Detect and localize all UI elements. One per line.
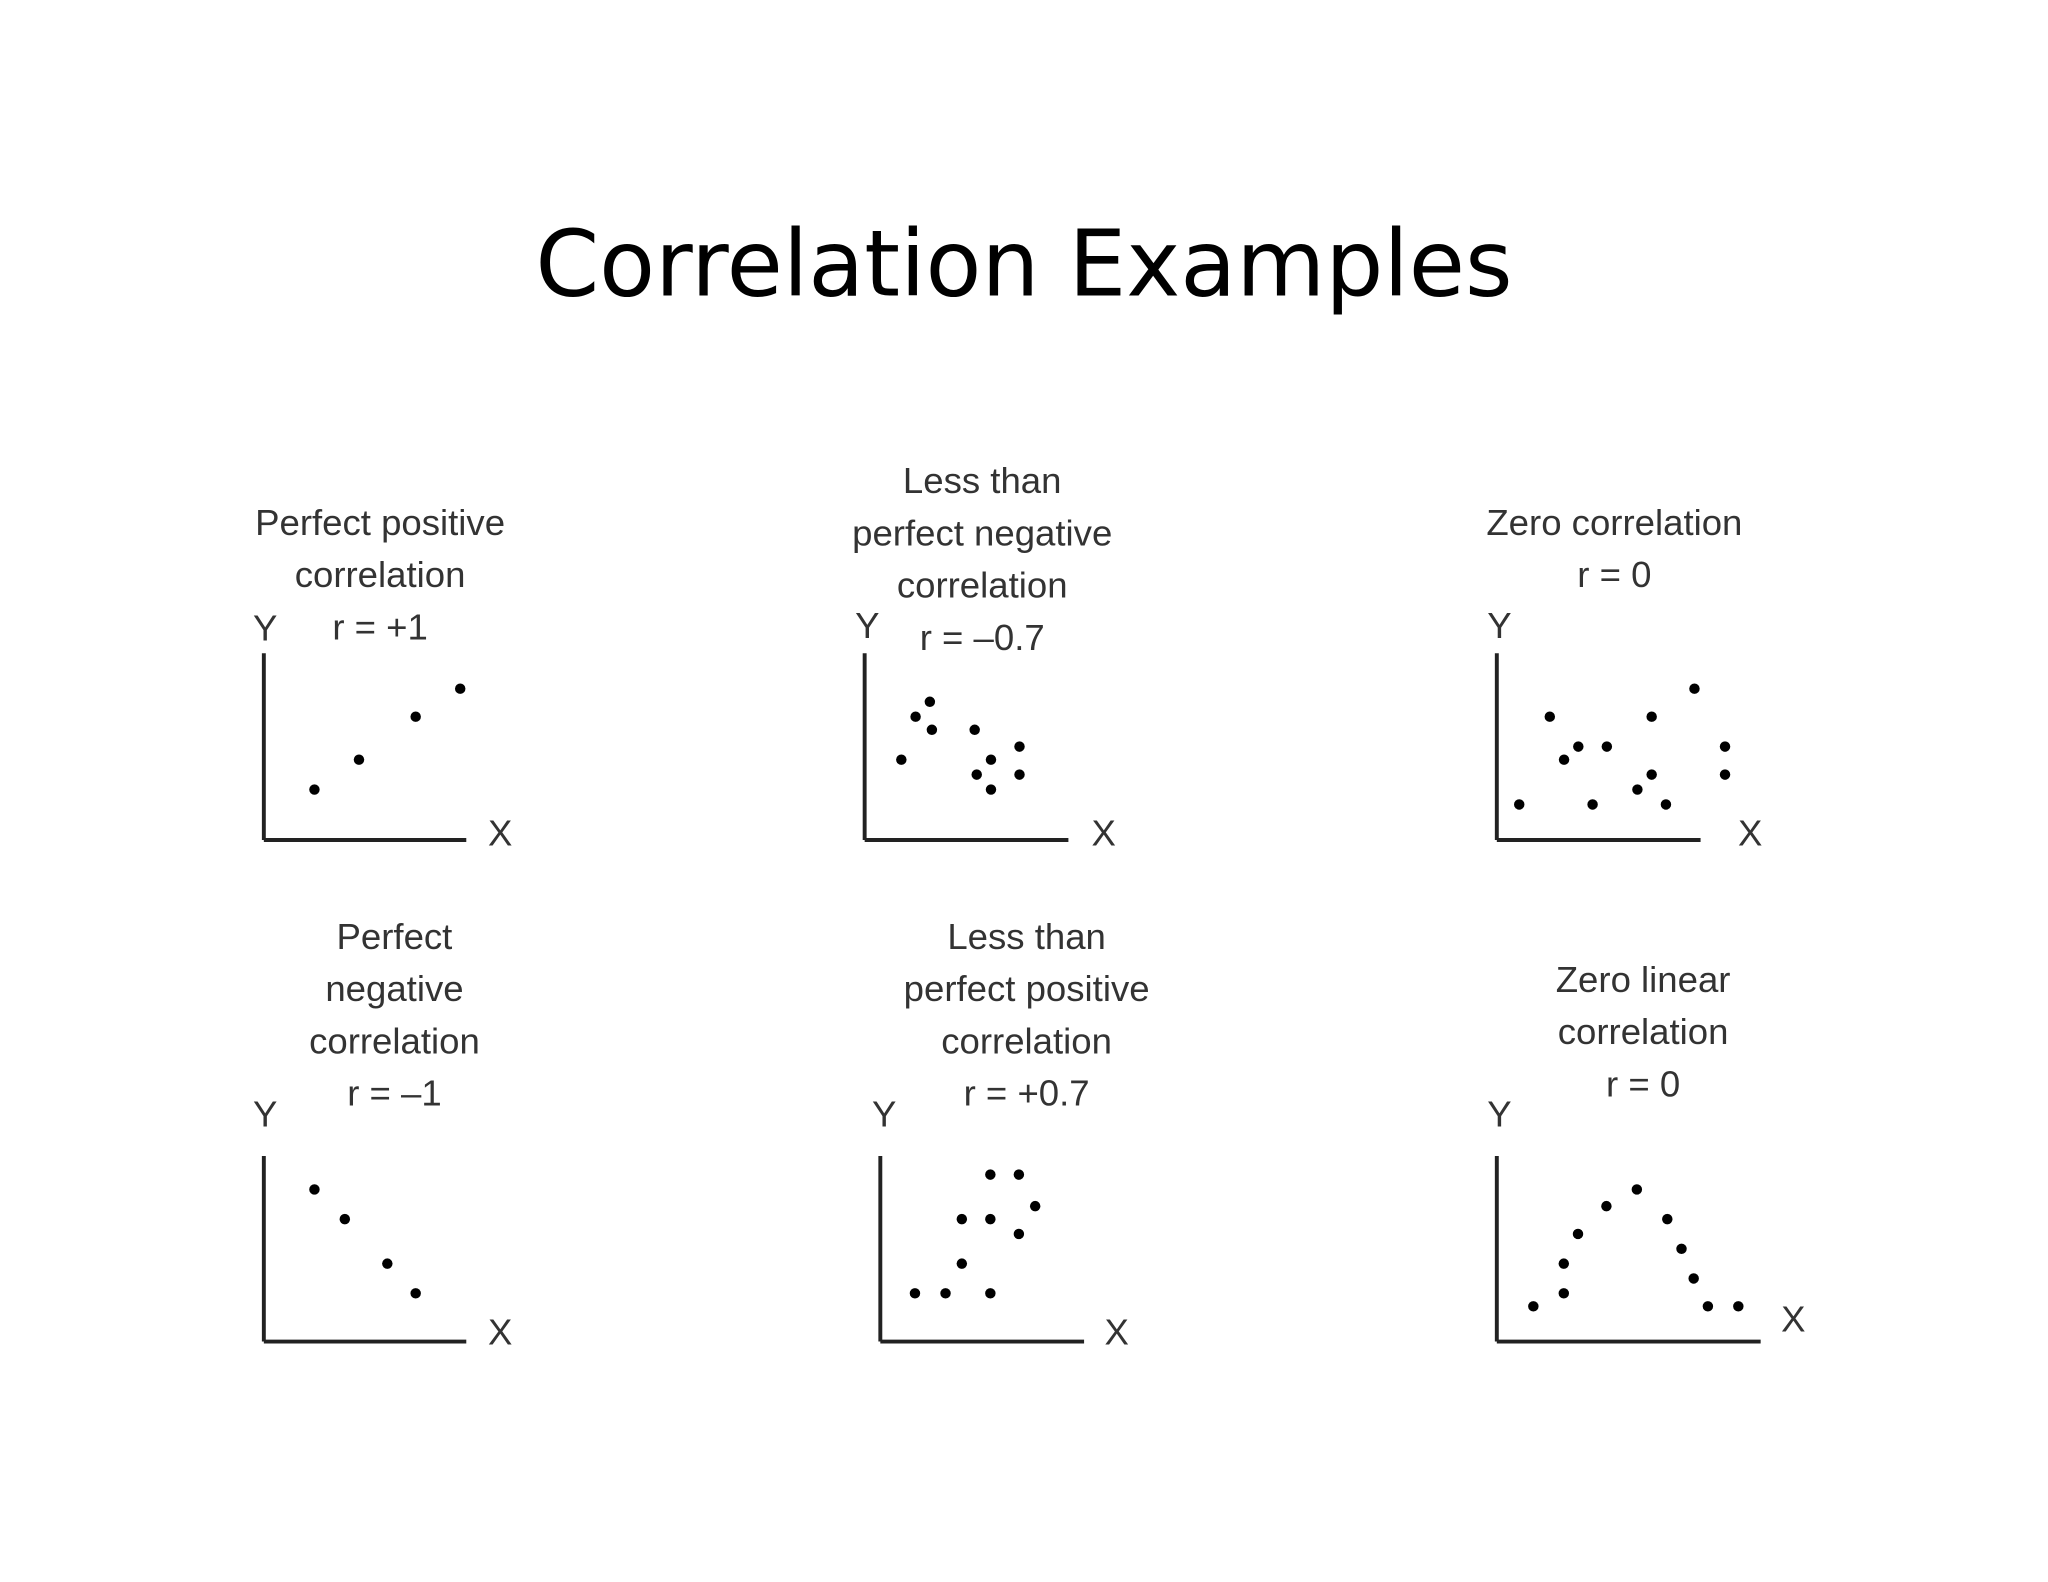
point	[1676, 1243, 1687, 1255]
point	[1631, 1184, 1643, 1195]
panel-title: Zero correlation	[1486, 502, 1742, 543]
y-axis-label: Y	[1487, 605, 1511, 646]
panel-title: r = –1	[347, 1073, 442, 1114]
x-axis-label: X	[1105, 1312, 1129, 1353]
y-axis-label: Y	[1487, 1094, 1511, 1135]
point	[1601, 1200, 1612, 1212]
point	[309, 1184, 320, 1195]
panel-title: perfect negative	[852, 512, 1112, 553]
point	[1014, 741, 1025, 752]
slide-title: Correlation Examples	[535, 210, 1512, 317]
panel-title: Perfect	[337, 916, 453, 957]
panel-title: Zero linear	[1556, 959, 1731, 1000]
point	[1572, 1228, 1584, 1240]
point	[971, 769, 982, 780]
point	[410, 711, 421, 722]
panel-title: r = 0	[1577, 554, 1651, 595]
point	[1632, 784, 1643, 795]
point	[1646, 769, 1657, 780]
point	[1528, 1301, 1539, 1312]
point	[1014, 769, 1025, 780]
point	[1514, 799, 1525, 810]
point	[1660, 799, 1672, 810]
panel-title: correlation	[897, 565, 1068, 606]
point	[1013, 1228, 1025, 1240]
point	[410, 1288, 421, 1299]
point	[956, 1258, 968, 1269]
x-axis-label: X	[488, 1312, 512, 1353]
y-axis-label: Y	[253, 1094, 277, 1135]
point	[1688, 1273, 1699, 1284]
panel-title: Perfect positive	[255, 502, 505, 543]
panel-title: Less than	[903, 460, 1062, 501]
point	[1558, 754, 1570, 765]
point	[924, 696, 936, 707]
point	[1587, 799, 1598, 810]
point	[896, 754, 907, 765]
point	[1646, 711, 1657, 722]
point	[1662, 1213, 1673, 1225]
panel-title: r = 0	[1606, 1063, 1680, 1104]
panel-title: correlation	[295, 554, 466, 595]
y-axis-label: Y	[872, 1094, 896, 1135]
point	[940, 1288, 951, 1299]
x-axis-label: X	[1091, 813, 1115, 854]
point	[454, 683, 466, 694]
panel-title: perfect positive	[904, 968, 1150, 1009]
point	[1702, 1301, 1714, 1312]
point	[1689, 683, 1700, 694]
x-axis-label: X	[1738, 813, 1762, 854]
point	[956, 1213, 968, 1225]
panel-title: correlation	[941, 1020, 1112, 1061]
panel-title: Less than	[947, 916, 1106, 957]
point	[1013, 1169, 1025, 1180]
point	[309, 784, 320, 795]
point	[353, 754, 365, 765]
panel-title: correlation	[1558, 1011, 1729, 1052]
point	[1544, 711, 1556, 722]
x-axis-label: X	[488, 813, 512, 854]
y-axis-label: Y	[855, 605, 879, 646]
panel-title: r = +0.7	[964, 1073, 1090, 1114]
point	[985, 784, 997, 795]
panel-title: negative	[325, 968, 463, 1009]
point	[985, 1288, 996, 1299]
point	[1601, 741, 1613, 752]
point	[1719, 741, 1731, 752]
point	[985, 1213, 996, 1225]
point	[926, 724, 938, 736]
panel-title: r = –0.7	[920, 617, 1045, 658]
point	[339, 1213, 351, 1225]
point	[1029, 1200, 1041, 1212]
panel-title: r = +1	[332, 606, 428, 647]
point	[985, 1169, 996, 1180]
point	[1558, 1288, 1570, 1299]
y-axis-label: Y	[253, 608, 277, 649]
panel-title: correlation	[309, 1020, 480, 1061]
point	[382, 1258, 393, 1269]
point	[985, 754, 997, 765]
point	[910, 711, 921, 722]
point	[1573, 741, 1584, 752]
point	[909, 1288, 921, 1299]
point	[1733, 1301, 1744, 1312]
point	[1719, 769, 1731, 780]
point	[969, 724, 980, 736]
point	[1558, 1258, 1570, 1269]
x-axis-label: X	[1781, 1299, 1805, 1340]
